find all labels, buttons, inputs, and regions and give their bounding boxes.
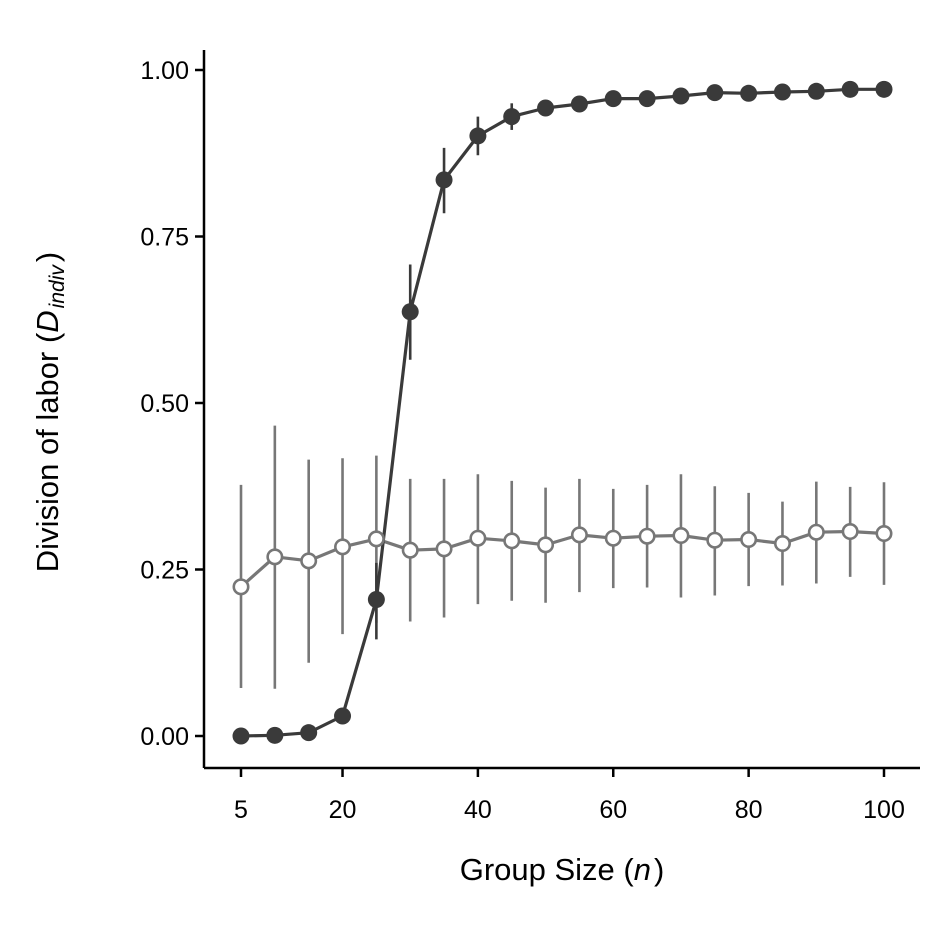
open-series-point — [537, 536, 555, 554]
filled-series-point — [570, 95, 588, 113]
open-series-point — [875, 525, 893, 543]
y-axis-title: Division of labor (Dindiv) — [30, 252, 69, 572]
filled-series-point — [401, 303, 419, 321]
x-axis-title: Group Size (n) — [460, 852, 665, 887]
open-series-point — [503, 532, 521, 550]
open-series-point — [807, 523, 825, 541]
error-bars — [239, 103, 886, 689]
y-axis-title-text: Division of labor ( — [30, 332, 65, 572]
open-series-point — [232, 578, 250, 596]
filled-series-point — [334, 707, 352, 725]
x-tick-label: 60 — [599, 796, 627, 824]
open-series-point — [841, 523, 859, 541]
filled-series-point — [503, 108, 521, 126]
y-tick-label: 0.50 — [140, 390, 189, 418]
filled-series-point — [807, 82, 825, 100]
open-series-point — [300, 552, 318, 570]
y-tick-label: 0.75 — [140, 224, 189, 252]
open-series-point — [334, 538, 352, 556]
filled-series-line — [240, 87, 884, 738]
x-tick-label: 5 — [234, 796, 248, 824]
series-lines — [239, 87, 885, 738]
y-axis-title-close: ) — [30, 252, 65, 262]
filled-series-point — [875, 80, 893, 98]
filled-series-point — [469, 127, 487, 145]
y-axis-subscript: indiv — [46, 264, 69, 309]
x-tick-label: 100 — [863, 796, 905, 824]
open-series-point — [367, 530, 385, 548]
axes: 0.00 0.25 0.50 0.75 1.00 5 20 40 60 80 100 — [140, 50, 920, 824]
filled-series-point — [672, 87, 690, 105]
x-axis-title-text: Group Size ( — [460, 852, 635, 887]
data-points — [232, 80, 893, 745]
filled-series-point — [367, 590, 385, 608]
filled-series-point — [638, 90, 656, 108]
filled-series-point — [537, 99, 555, 117]
filled-series-point — [232, 727, 250, 745]
open-series-point — [706, 531, 724, 549]
y-tick-label: 0.25 — [140, 557, 189, 585]
open-series-point — [570, 526, 588, 544]
open-series-point — [266, 548, 284, 566]
open-series-point — [401, 541, 419, 559]
open-series-point — [604, 529, 622, 547]
filled-series-point — [706, 84, 724, 102]
x-tick-label: 80 — [735, 796, 763, 824]
x-axis-title-close: ) — [654, 852, 664, 887]
filled-series-point — [435, 171, 453, 189]
y-axis-variable: D — [30, 310, 65, 332]
x-axis-variable: n — [634, 852, 651, 887]
y-tick-label: 1.00 — [140, 57, 189, 85]
open-series-point — [469, 529, 487, 547]
filled-series-point — [841, 80, 859, 98]
x-tick-label: 20 — [329, 796, 357, 824]
filled-series-point — [266, 726, 284, 744]
open-series-point — [740, 531, 758, 549]
filled-series-point — [604, 90, 622, 108]
open-series-point — [773, 535, 791, 553]
y-tick-label: 0.00 — [140, 723, 189, 751]
open-series-point — [638, 527, 656, 545]
open-series-point — [435, 540, 453, 558]
x-tick-label: 40 — [464, 796, 492, 824]
filled-series-point — [773, 83, 791, 101]
open-series-point — [672, 527, 690, 545]
filled-series-point — [300, 724, 318, 742]
filled-series-point — [740, 84, 758, 102]
